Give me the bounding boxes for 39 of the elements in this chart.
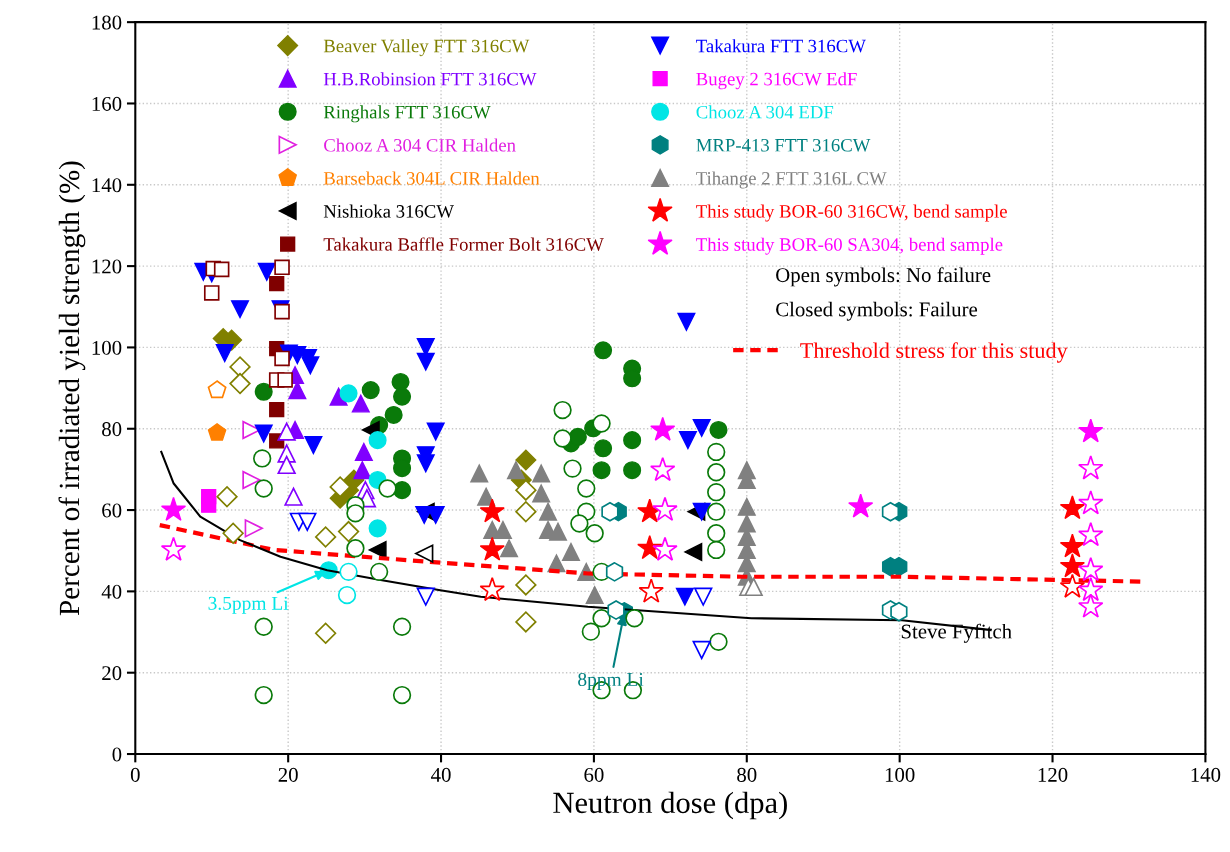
y-axis-title: Percent of irradiated yield strength (%) (58, 161, 86, 616)
y-tick-label: 20 (102, 666, 122, 681)
y-tick-label: 60 (102, 503, 122, 518)
legend-label: H.B.Robinsion FTT 316CW (323, 72, 537, 86)
legend-label: Takakura FTT 316CW (696, 39, 866, 53)
y-tick-label: 80 (102, 422, 122, 437)
legend-label: Tihange 2 FTT 316L CW (696, 171, 887, 189)
annotation: Closed symbols: Failure (776, 301, 978, 321)
x-tick-label: 20 (278, 767, 298, 782)
legend-label: Takakura Baffle Former Bolt 316CW (323, 237, 604, 251)
legend-label: Chooz A 304 CIR Halden (324, 138, 516, 152)
x-tick-label: 60 (584, 767, 604, 782)
x-tick-label: 100 (885, 767, 915, 782)
y-tick-label: 180 (92, 15, 122, 30)
x-tick-label: 80 (737, 767, 757, 782)
y-tick-label: 140 (92, 178, 122, 193)
annotation: 3.5ppm Li (208, 596, 289, 614)
legend-label: Beaver Valley FTT 316CW (323, 39, 530, 57)
y-tick-label: 100 (92, 340, 122, 355)
legend-label: Barseback 304L CIR Halden (323, 171, 540, 185)
legend-label: Nishioka 316CW (323, 204, 454, 218)
legend-label: Threshold stress for this study (800, 342, 1068, 363)
legend-label: Chooz A 304 EDF (696, 105, 834, 119)
annotation: Open symbols: No failure (776, 267, 991, 287)
y-tick-label: 120 (92, 259, 122, 274)
legend-label: MRP-413 FTT 316CW (696, 138, 871, 152)
x-axis-title: Neutron dose (dpa) (553, 791, 787, 820)
legend-label: This study BOR-60 SA304, bend sample (696, 237, 1003, 255)
legend-label: This study BOR-60 316CW, bend sample (696, 204, 1007, 222)
x-tick-label: 140 (1191, 767, 1221, 782)
y-tick-label: 40 (101, 584, 122, 599)
legend-label: Bugey 2 316CW EdF (696, 72, 857, 90)
y-tick-label: 160 (92, 96, 122, 111)
x-tick-label: 0 (130, 767, 140, 782)
y-tick-label: 0 (112, 747, 122, 762)
legend-label: Ringhals FTT 316CW (323, 105, 491, 123)
annotation: 8ppm Li (578, 672, 644, 690)
x-tick-label: 120 (1038, 767, 1068, 782)
x-tick-label: 40 (431, 767, 451, 782)
